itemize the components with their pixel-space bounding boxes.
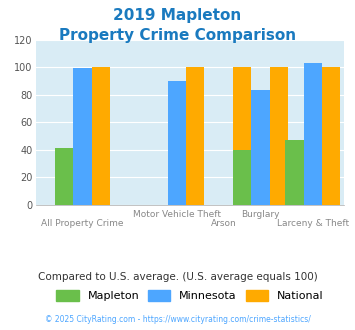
Text: Compared to U.S. average. (U.S. average equals 100): Compared to U.S. average. (U.S. average … bbox=[38, 272, 317, 282]
Bar bbox=[55, 148, 73, 205]
Text: Property Crime Comparison: Property Crime Comparison bbox=[59, 28, 296, 43]
Bar bbox=[270, 67, 288, 205]
Bar bbox=[73, 69, 92, 205]
Text: Larceny & Theft: Larceny & Theft bbox=[277, 219, 349, 228]
Text: All Property Crime: All Property Crime bbox=[42, 219, 124, 228]
Text: 2019 Mapleton: 2019 Mapleton bbox=[113, 8, 242, 23]
Legend: Mapleton, Minnesota, National: Mapleton, Minnesota, National bbox=[56, 290, 323, 301]
Bar bbox=[233, 67, 251, 205]
Text: Arson: Arson bbox=[211, 219, 237, 228]
Bar bbox=[304, 63, 322, 205]
Bar bbox=[92, 67, 110, 205]
Bar bbox=[251, 90, 270, 205]
Text: © 2025 CityRating.com - https://www.cityrating.com/crime-statistics/: © 2025 CityRating.com - https://www.city… bbox=[45, 315, 310, 324]
Text: Motor Vehicle Theft: Motor Vehicle Theft bbox=[133, 210, 221, 218]
Bar bbox=[285, 140, 304, 205]
Bar bbox=[322, 67, 340, 205]
Text: Burglary: Burglary bbox=[241, 210, 280, 218]
Bar bbox=[168, 81, 186, 205]
Bar bbox=[233, 149, 251, 205]
Bar bbox=[186, 67, 204, 205]
